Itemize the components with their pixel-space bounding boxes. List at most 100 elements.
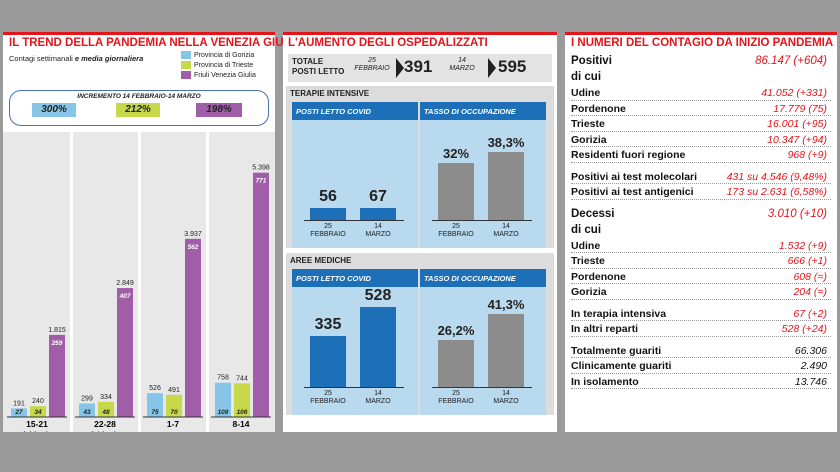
data-row: Pordenone 608 (=) (571, 269, 831, 284)
row-value: 67 (+2) (793, 307, 827, 320)
category-range-label: 22-28 (94, 419, 116, 429)
row-label: Residenti fuori regione (571, 149, 686, 161)
date-label: 25 FEBBRAIO (306, 390, 350, 406)
data-row: Positivi ai test antigenici 173 su 2.631 … (571, 184, 831, 200)
row-value: 3.010 (+10) (767, 207, 827, 220)
card-header: TASSO DI OCCUPAZIONE (420, 269, 546, 287)
bed-bar (360, 208, 396, 220)
card-header: POSTI LETTO COVID (292, 102, 418, 120)
row-label: Positivi ai test molecolari (571, 170, 698, 183)
bar-value-label: 38,3% (487, 134, 525, 150)
group-separator (138, 132, 141, 432)
bar (98, 401, 114, 417)
row-label: Udine (571, 87, 601, 99)
axis-line (432, 387, 532, 388)
t1-date-b: FEBBRAIO (354, 65, 390, 72)
row-value: 173 su 2.631 (6,58%) (726, 186, 827, 198)
date-month: MARZO (493, 231, 519, 238)
daily-avg-label: 108 (218, 409, 229, 416)
data-row: Clinicamente guariti 2.490 (571, 358, 831, 374)
date-month: MARZO (365, 398, 391, 405)
daily-avg-label: 70 (170, 409, 178, 416)
row-label: Gorizia (571, 286, 607, 298)
occupancy-card: TASSO DI OCCUPAZIONE 32% 38,3% 25 FEBBRAIO 14… (420, 102, 546, 248)
increment-trieste: 212% (116, 103, 160, 117)
occupancy-bar (438, 340, 474, 387)
trend-chart-svg: 19127240341.81525915-21febbraio299433344… (7, 132, 271, 439)
bar-value-label: 41,3% (487, 296, 525, 312)
data-row: Udine 41.052 (+331) (571, 85, 831, 101)
date-label: 25 FEBBRAIO (306, 223, 350, 239)
row-value: 13.746 (794, 375, 827, 388)
row-value: 608 (=) (793, 270, 827, 283)
data-row: Gorizia 204 (=) (571, 284, 831, 300)
bar-value-label: 491 (168, 387, 180, 394)
row-label: di cui (571, 223, 602, 236)
legend-item: Provincia di Trieste (181, 61, 256, 71)
bar-value-label: 299 (81, 395, 93, 402)
bar-value-label: 32% (442, 146, 470, 162)
category-range-label: 1-7 (167, 419, 180, 429)
arrow-icon (396, 58, 404, 78)
total-beds-box: TOTALE POSTI LETTO 25 FEBBRAIO 391 14 MARZO… (288, 54, 552, 82)
category-month-label: febbraio (22, 430, 52, 432)
row-label: Totalmente guariti (571, 344, 662, 357)
increment-gorizia: 300% (32, 103, 76, 117)
bar-value-label: 56 (319, 188, 337, 205)
daily-avg-label: 771 (256, 178, 267, 185)
row-value: 968 (+9) (787, 149, 827, 161)
date-label: 14 MARZO (356, 390, 400, 406)
bar (253, 172, 269, 417)
t2-date-b: MARZO (449, 65, 475, 72)
date-month: FEBBRAIO (310, 398, 346, 405)
bar-value-label: 67 (369, 188, 387, 205)
daily-avg-label: 75 (151, 409, 159, 416)
legend-label: Provincia di Trieste (194, 62, 254, 69)
trend-title: IL TREND DELLA PANDEMIA NELLA VENEZIA GI… (9, 37, 303, 49)
numbers-title: I NUMERI DEL CONTAGIO DA INIZIO PANDEMIA (571, 37, 834, 49)
beds-card: POSTI LETTO COVID 335 528 25 FEBBRAIO 14 MARZO (292, 269, 418, 415)
legend-label: Friuli Venezia Giulia (194, 72, 256, 79)
date-month: MARZO (493, 398, 519, 405)
row-label: Trieste (571, 118, 605, 130)
bar (117, 288, 133, 417)
bar-value-label: 26,2% (437, 323, 475, 339)
section-title: AREE MEDICHE (290, 256, 352, 265)
increment-fvg: 198% (196, 103, 242, 117)
bed-bar (360, 306, 396, 387)
daily-avg-label: 259 (51, 340, 63, 347)
row-label: Positivi ai test antigenici (571, 186, 694, 198)
occupancy-bar (438, 163, 474, 220)
bar-value-label: 744 (236, 375, 248, 382)
date-label: 14 MARZO (356, 223, 400, 239)
data-row: In isolamento 13.746 (571, 374, 831, 389)
data-row: In altri reparti 528 (+24) (571, 321, 831, 337)
card-header: TASSO DI OCCUPAZIONE (420, 102, 546, 120)
date-day: 25 (324, 390, 332, 397)
bar-value-label: 5.398 (252, 165, 270, 172)
row-value: 17.779 (75) (773, 102, 827, 115)
increment-title: INCREMENTO 14 FEBBRAIO-14 MARZO (77, 93, 201, 100)
beds-card: POSTI LETTO COVID 56 67 25 FEBBRAIO 14 MARZO (292, 102, 418, 248)
bar-value-label: 191 (13, 400, 25, 407)
bar (185, 238, 201, 417)
total-date-2: 14 MARZO (438, 57, 486, 73)
daily-avg-label: 562 (188, 244, 199, 251)
date-label: 25 FEBBRAIO (434, 223, 478, 239)
date-month: MARZO (365, 231, 391, 238)
card-header: POSTI LETTO COVID (292, 269, 418, 287)
bar (30, 406, 46, 417)
arrow-icon (488, 58, 496, 78)
row-value: 666 (+1) (787, 255, 827, 267)
legend-swatch (181, 51, 191, 60)
data-row: Totalmente guariti 66.306 (571, 343, 831, 358)
daily-avg-label: 106 (237, 409, 248, 416)
trend-panel: IL TREND DELLA PANDEMIA NELLA VENEZIA GI… (3, 32, 302, 439)
title-bar (565, 32, 837, 35)
row-label: In terapia intensiva (571, 307, 667, 320)
occupancy-bar (488, 313, 524, 387)
legend-label: Provincia di Gorizia (194, 52, 255, 59)
date-day: 25 (324, 223, 332, 230)
occupancy-bar (488, 151, 524, 220)
total-value-2: 595 (498, 57, 527, 76)
